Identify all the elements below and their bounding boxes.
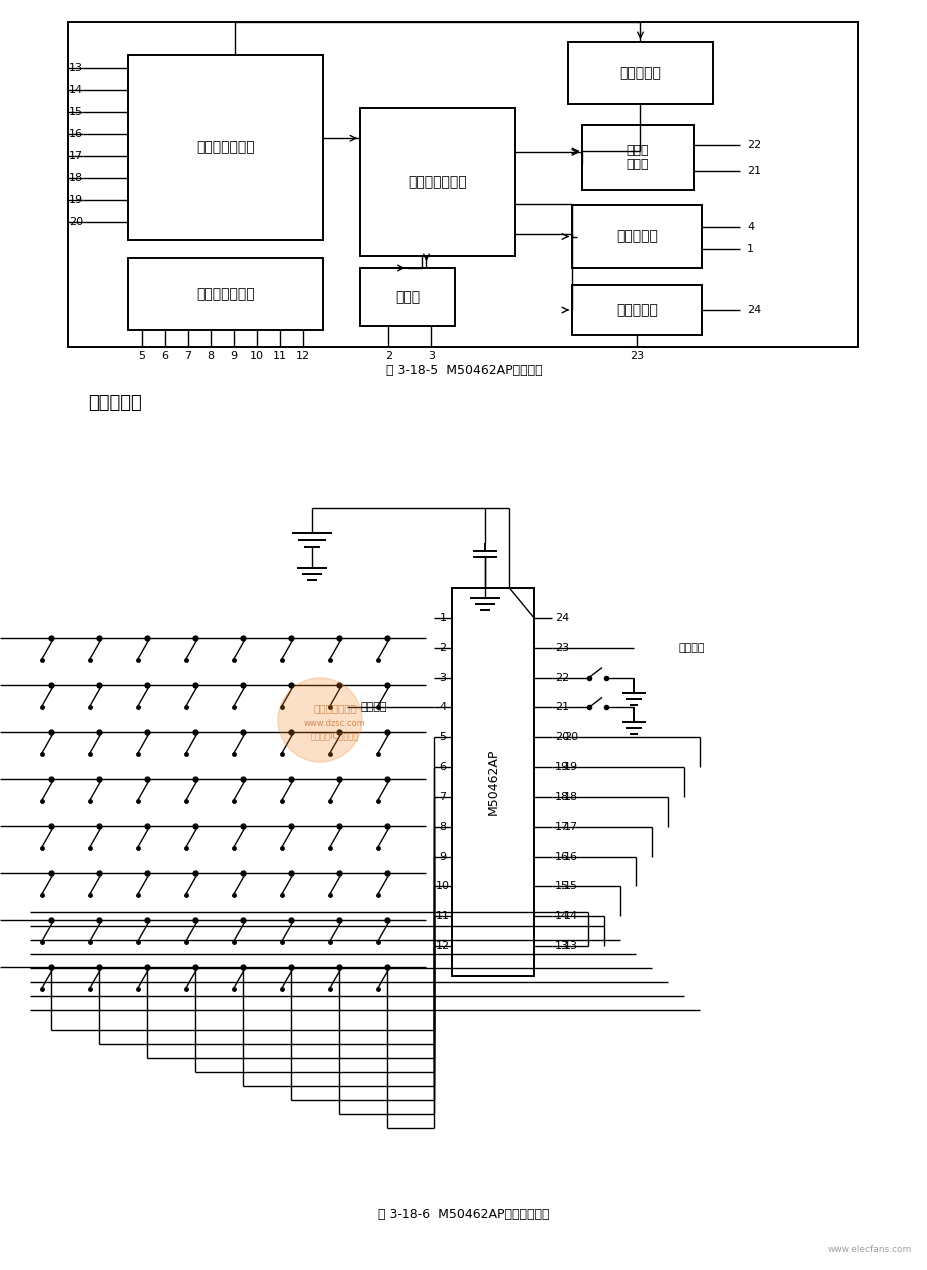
Text: 19: 19 (564, 762, 578, 772)
Bar (128, 55, 323, 240)
Text: 时钟信号发生器: 时钟信号发生器 (408, 175, 466, 189)
Text: 图 3-18-5  M50462AP逻辑框图: 图 3-18-5 M50462AP逻辑框图 (386, 363, 541, 376)
Text: 10: 10 (249, 351, 263, 361)
Text: www.dzsc.com: www.dzsc.com (304, 719, 365, 728)
Text: 7: 7 (184, 351, 191, 361)
Text: 15: 15 (69, 107, 83, 117)
Text: 20: 20 (564, 733, 578, 742)
Text: 7: 7 (439, 792, 446, 801)
Text: 2: 2 (385, 351, 391, 361)
Text: M50462AP: M50462AP (486, 749, 499, 815)
Bar (128, 258, 323, 330)
Text: 20: 20 (554, 733, 568, 742)
Text: 输出缓冲器: 输出缓冲器 (616, 304, 657, 318)
Text: 11: 11 (273, 351, 286, 361)
Text: 4: 4 (439, 702, 446, 712)
Circle shape (278, 678, 362, 762)
Text: 21: 21 (746, 165, 760, 175)
Text: 维库电子市场网: 维库电子市场网 (312, 704, 357, 712)
Text: 用户码
转换器: 用户码 转换器 (626, 144, 649, 171)
Text: 3: 3 (439, 673, 446, 682)
Text: 6: 6 (161, 351, 169, 361)
Text: 11: 11 (436, 912, 450, 921)
Text: 13: 13 (564, 941, 578, 951)
Text: 24: 24 (746, 305, 760, 315)
Text: 4: 4 (746, 222, 754, 232)
Bar (360, 268, 454, 326)
Text: 16: 16 (564, 852, 578, 861)
Text: 17: 17 (69, 151, 83, 161)
Text: 23: 23 (554, 643, 568, 653)
Text: 18: 18 (69, 173, 83, 183)
Text: 1: 1 (439, 613, 446, 622)
Text: 19: 19 (69, 196, 83, 204)
Text: 全球最大IC采购网站: 全球最大IC采购网站 (311, 732, 359, 740)
Text: www.elecfans.com: www.elecfans.com (827, 1246, 911, 1255)
Text: 5: 5 (138, 351, 146, 361)
Text: 10: 10 (436, 881, 450, 892)
Bar (571, 284, 701, 335)
Text: 22: 22 (746, 140, 760, 150)
Text: 13: 13 (554, 941, 568, 951)
Text: 21: 21 (554, 702, 568, 712)
Text: 6: 6 (439, 762, 446, 772)
Text: 脉码调制器: 脉码调制器 (616, 230, 657, 244)
Text: 功能确认: 功能确认 (679, 643, 705, 653)
Text: 18: 18 (564, 792, 578, 801)
Text: 19: 19 (554, 762, 568, 772)
Text: 功能确认: 功能确认 (360, 702, 387, 712)
Text: 14: 14 (554, 912, 568, 921)
Text: 15: 15 (564, 881, 578, 892)
Text: 12: 12 (436, 941, 450, 951)
Text: 9: 9 (230, 351, 237, 361)
Bar (360, 108, 514, 257)
Text: 14: 14 (564, 912, 578, 921)
Text: 14: 14 (69, 85, 83, 95)
Text: 振荡器: 振荡器 (395, 290, 420, 304)
Bar (451, 588, 533, 977)
Text: 23: 23 (629, 351, 643, 361)
Text: 3: 3 (427, 351, 434, 361)
Text: 13: 13 (69, 64, 83, 72)
Bar (68, 22, 857, 347)
Text: 9: 9 (439, 852, 446, 861)
Text: 5: 5 (439, 733, 446, 742)
Text: 8: 8 (439, 822, 446, 832)
Text: 指令编码器: 指令编码器 (619, 66, 661, 80)
Text: 15: 15 (554, 881, 568, 892)
Text: 18: 18 (554, 792, 568, 801)
Text: 8: 8 (208, 351, 214, 361)
Bar (581, 124, 693, 190)
Text: 17: 17 (554, 822, 568, 832)
Bar (567, 42, 712, 104)
Text: 16: 16 (554, 852, 568, 861)
Text: 24: 24 (554, 613, 568, 622)
Text: 16: 16 (69, 130, 83, 138)
Text: 22: 22 (554, 673, 568, 682)
Bar (571, 204, 701, 268)
Text: 扫描信号发生器: 扫描信号发生器 (196, 287, 255, 301)
Text: 测试电路图: 测试电路图 (88, 394, 142, 411)
Text: 1: 1 (746, 244, 753, 254)
Text: 键盘输入编码器: 键盘输入编码器 (196, 141, 255, 155)
Text: 2: 2 (439, 643, 446, 653)
Text: 图 3-18-6  M50462AP测试电路总图: 图 3-18-6 M50462AP测试电路总图 (378, 1209, 549, 1222)
Text: 20: 20 (69, 217, 83, 227)
Text: 12: 12 (296, 351, 310, 361)
Text: 17: 17 (564, 822, 578, 832)
